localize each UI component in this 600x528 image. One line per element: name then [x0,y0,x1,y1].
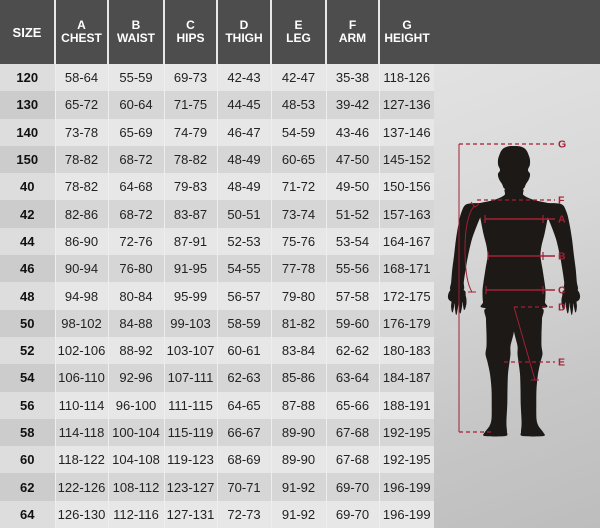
svg-text:B: B [558,251,566,263]
svg-text:A: A [558,214,566,226]
svg-text:G: G [558,139,566,151]
svg-text:D: D [558,302,566,314]
svg-text:E: E [558,357,565,369]
svg-text:F: F [558,195,565,207]
svg-text:C: C [558,285,566,297]
